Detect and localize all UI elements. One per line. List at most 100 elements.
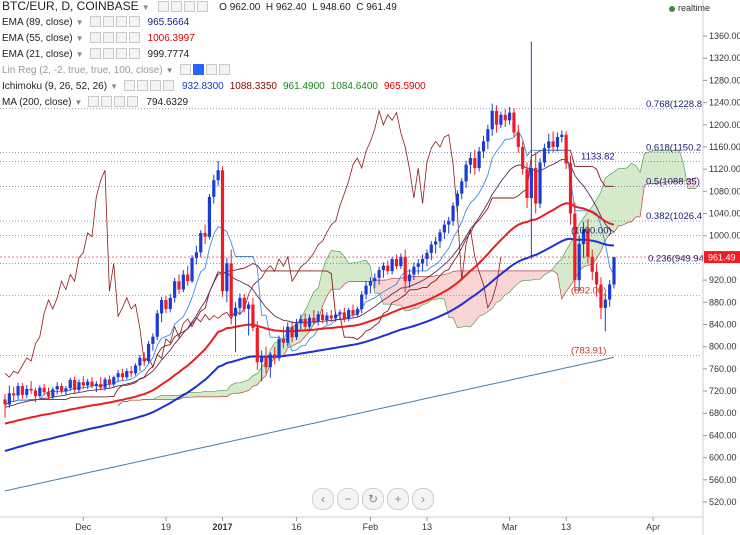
zoom-out-button[interactable]: − (337, 488, 359, 510)
symbol-header[interactable]: BTC/EUR, D, COINBASE ▼ O 962.00 H 962.40 … (2, 0, 397, 13)
candle-body (455, 193, 459, 206)
settings-icon[interactable] (179, 63, 191, 75)
candle-body (338, 312, 342, 315)
eye-icon[interactable] (102, 47, 114, 59)
close-icon[interactable] (197, 1, 209, 13)
add-icon[interactable] (205, 63, 217, 75)
candle-body (186, 274, 190, 282)
cloud-segment (661, 150, 667, 184)
add-icon[interactable] (115, 15, 127, 27)
close-icon[interactable] (162, 79, 174, 91)
candle-body (312, 317, 316, 322)
candle-body (368, 281, 372, 286)
cloud-segment (592, 199, 597, 265)
x-tick-label: Apr (646, 522, 660, 532)
realtime-label: realtime (678, 3, 711, 13)
indicator-row[interactable]: EMA (89, close) ▼ 965.5664 (2, 15, 189, 29)
indicator-name[interactable]: Lin Reg (2, -2, true, true, 100, close) (2, 64, 163, 76)
candle-body (199, 232, 203, 253)
cloud-segment (561, 250, 567, 299)
settings-icon[interactable] (158, 1, 170, 13)
fib-level-label: 0.618(1150.2 (646, 142, 701, 153)
eye-icon[interactable] (101, 95, 113, 107)
candle-body (595, 271, 599, 285)
settings-icon[interactable] (88, 95, 100, 107)
y-tick-label: 920.00 (709, 275, 737, 285)
cloud-segment (353, 262, 358, 282)
reset-button[interactable]: ↻ (362, 488, 384, 510)
candle-body (81, 382, 85, 386)
eye-icon[interactable] (136, 79, 148, 91)
eye-icon[interactable] (102, 31, 114, 43)
cloud-segment (192, 392, 197, 398)
candle-body (407, 274, 412, 282)
close-icon[interactable] (128, 31, 140, 43)
chevron-down-icon[interactable]: ▼ (141, 3, 150, 12)
ohlc-readout: O 962.00 H 962.40 L 948.60 C 961.49 (219, 2, 397, 13)
eye-icon[interactable] (171, 1, 183, 13)
candle-body (138, 357, 142, 366)
indicator-name[interactable]: EMA (55, close) (2, 32, 73, 44)
chevron-down-icon[interactable]: ▼ (165, 65, 174, 75)
time-axis[interactable]: Dec 19 2017 16 Feb 13 Mar 13 Apr (0, 516, 703, 532)
cloud-segment (657, 150, 662, 184)
kijun-line (4, 149, 614, 407)
cloud-segment (518, 270, 523, 284)
indicator-row[interactable]: MA (200, close) ▼ 794.6329 (2, 95, 188, 109)
settings-icon[interactable] (89, 15, 101, 27)
cloud-segment (326, 250, 332, 297)
y-tick-label: 840.00 (709, 319, 737, 329)
indicator-row[interactable]: EMA (21, close) ▼ 999.7774 (2, 47, 189, 61)
close-icon[interactable] (127, 95, 139, 107)
chevron-down-icon[interactable]: ▼ (110, 81, 118, 91)
candle-body (99, 383, 103, 388)
cloud-segment (644, 152, 649, 186)
candle-body (421, 259, 425, 264)
indicator-row[interactable]: Lin Reg (2, -2, true, true, 100, close) ▼ (2, 63, 232, 77)
close-icon[interactable] (128, 47, 140, 59)
indicator-name[interactable]: Ichimoku (9, 26, 52, 26) (2, 80, 108, 92)
fib-level-label: (892.00) (571, 286, 606, 297)
indicator-row[interactable]: Ichimoku (9, 26, 52, 26) ▼ 932.8300 1088.33… (2, 79, 426, 93)
indicator-name[interactable]: MA (200, close) (2, 96, 72, 108)
symbol-title[interactable]: BTC/EUR, D, COINBASE (2, 0, 139, 13)
add-icon[interactable] (184, 1, 196, 13)
candle-body (216, 170, 220, 181)
cloud-segment (348, 262, 353, 282)
chevron-down-icon[interactable]: ▼ (75, 49, 84, 59)
ichimoku-cloud (117, 149, 697, 406)
candle-body (521, 146, 525, 170)
cloud-segment (635, 165, 641, 217)
settings-icon[interactable] (89, 31, 101, 43)
chevron-down-icon[interactable]: ▼ (74, 97, 83, 107)
candle-body (299, 318, 303, 324)
chevron-down-icon[interactable]: ▼ (75, 33, 84, 43)
settings-icon[interactable] (89, 47, 101, 59)
add-icon[interactable] (115, 31, 127, 43)
scroll-right-button[interactable]: › (412, 488, 434, 510)
settings-icon[interactable] (123, 79, 135, 91)
cloud-segment (213, 390, 219, 397)
fib-level-label: 0.236(949.94 (648, 253, 704, 264)
eye-icon[interactable] (102, 15, 114, 27)
indicator-name[interactable]: EMA (21, close) (2, 48, 73, 60)
indicator-row[interactable]: EMA (55, close) ▼ 1006.3997 (2, 31, 195, 45)
candle-body (238, 297, 242, 308)
add-icon[interactable] (115, 47, 127, 59)
candle-body (107, 379, 111, 385)
eye-icon[interactable] (192, 63, 204, 75)
candle-body (203, 232, 207, 237)
y-tick-label: 1360.00 (709, 31, 740, 41)
add-icon[interactable] (114, 95, 126, 107)
candle-body (516, 132, 520, 147)
indicator-name[interactable]: EMA (89, close) (2, 16, 73, 28)
close-icon[interactable] (128, 15, 140, 27)
close-icon[interactable] (218, 63, 230, 75)
scroll-left-button[interactable]: ‹ (312, 488, 334, 510)
candle-body (534, 168, 538, 204)
chevron-down-icon[interactable]: ▼ (75, 17, 84, 27)
add-icon[interactable] (149, 79, 161, 91)
zoom-in-button[interactable]: + (387, 488, 409, 510)
